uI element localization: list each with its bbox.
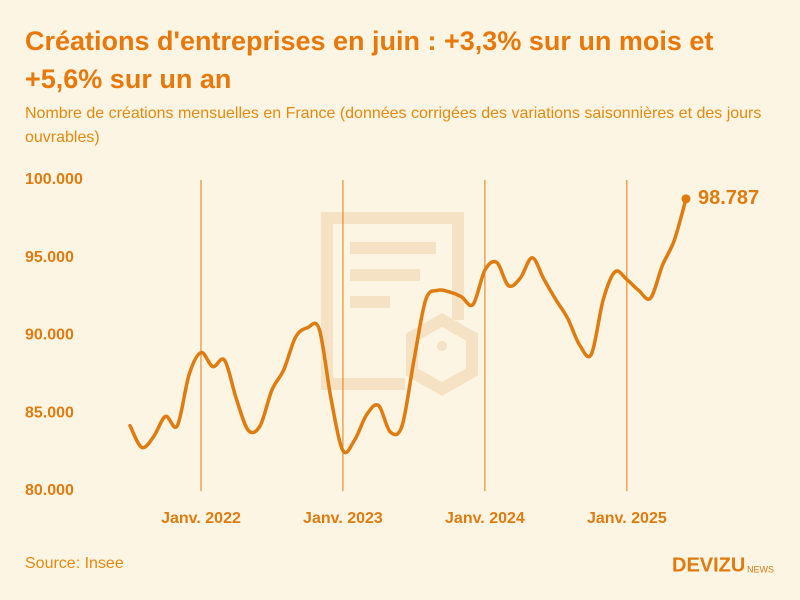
x-tick-label: Janv. 2023 bbox=[303, 510, 383, 527]
y-tick-label: 95.000 bbox=[25, 249, 74, 266]
logo-suffix: NEWS bbox=[747, 564, 774, 574]
x-tick-label: Janv. 2025 bbox=[587, 510, 667, 527]
watermark bbox=[321, 212, 478, 396]
y-tick-label: 90.000 bbox=[25, 327, 74, 344]
value-label: 98.787 bbox=[698, 187, 759, 209]
y-tick-label: 85.000 bbox=[25, 404, 74, 421]
y-tick-label: 100.000 bbox=[25, 171, 83, 188]
line bbox=[128, 197, 688, 455]
x-tick-label: Janv. 2022 bbox=[161, 510, 241, 527]
source: Source: Insee bbox=[25, 555, 124, 572]
logo: DEVIZU bbox=[672, 554, 745, 576]
x-tick-label: Janv. 2024 bbox=[445, 510, 525, 527]
y-tick-label: 80.000 bbox=[25, 482, 74, 499]
end-point bbox=[681, 194, 691, 204]
chart-title: Créations d'entreprises en juin : +3,3% … bbox=[25, 26, 714, 94]
chart-subtitle: Nombre de créations mensuelles en France… bbox=[25, 105, 762, 146]
